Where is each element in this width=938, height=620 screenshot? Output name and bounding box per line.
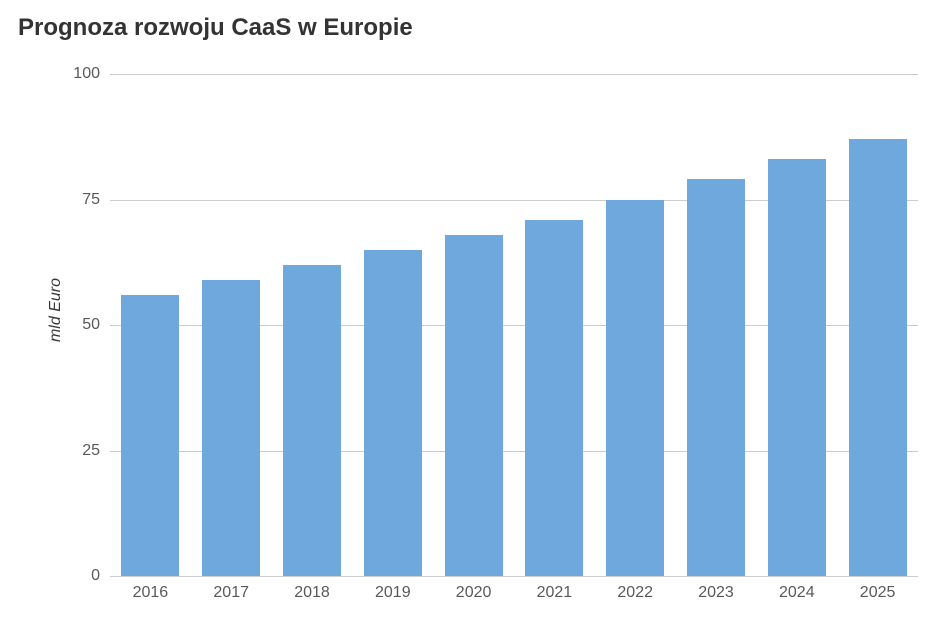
bar	[687, 179, 745, 576]
y-tick-label: 75	[82, 191, 100, 209]
bar	[849, 139, 907, 576]
x-tick-label: 2017	[213, 584, 249, 602]
chart-title: Prognoza rozwoju CaaS w Europie	[18, 14, 413, 42]
x-tick-label: 2019	[375, 584, 411, 602]
bar	[445, 235, 503, 576]
bar	[283, 265, 341, 576]
y-tick-label: 50	[82, 316, 100, 334]
x-tick-label: 2021	[537, 584, 573, 602]
x-tick-label: 2025	[860, 584, 896, 602]
gridline	[110, 576, 918, 577]
chart-container: Prognoza rozwoju CaaS w Europie mld Euro…	[0, 0, 938, 620]
gridline	[110, 74, 918, 75]
y-tick-label: 0	[91, 567, 100, 585]
bar	[202, 280, 260, 576]
y-axis-label: mld Euro	[47, 278, 65, 342]
x-tick-label: 2020	[456, 584, 492, 602]
bar	[525, 220, 583, 576]
bar	[121, 295, 179, 576]
y-tick-label: 100	[73, 65, 100, 83]
x-tick-label: 2024	[779, 584, 815, 602]
x-tick-label: 2016	[133, 584, 169, 602]
x-tick-label: 2023	[698, 584, 734, 602]
bar	[768, 159, 826, 576]
x-tick-label: 2018	[294, 584, 330, 602]
x-tick-label: 2022	[617, 584, 653, 602]
bar	[364, 250, 422, 576]
plot-area: 0255075100201620172018201920202021202220…	[110, 74, 918, 576]
y-tick-label: 25	[82, 442, 100, 460]
bar	[606, 200, 664, 577]
